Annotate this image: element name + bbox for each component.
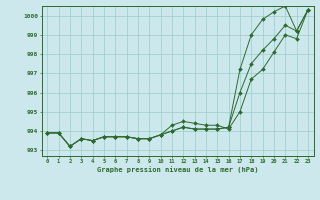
X-axis label: Graphe pression niveau de la mer (hPa): Graphe pression niveau de la mer (hPa)	[97, 166, 258, 173]
